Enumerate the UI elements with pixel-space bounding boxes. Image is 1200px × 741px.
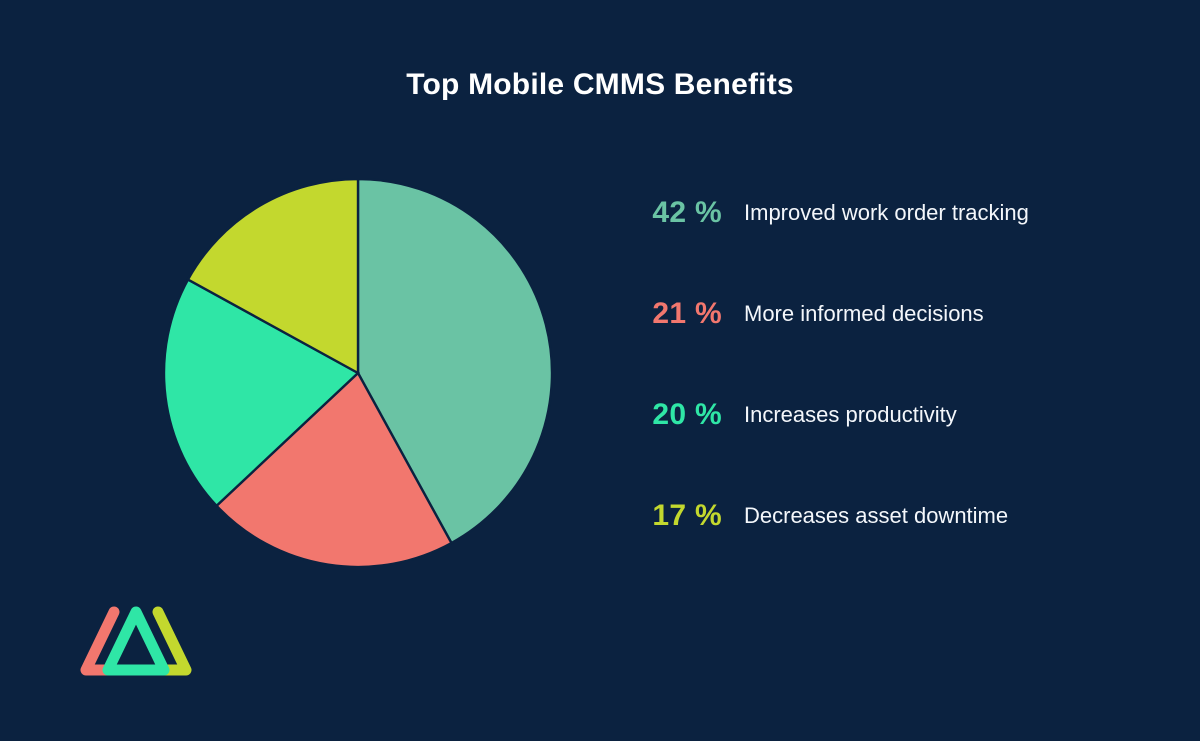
list-item[interactable]: 42 % Improved work order tracking <box>636 196 1156 297</box>
triangle-mark-icon <box>80 606 192 676</box>
page-title: Top Mobile CMMS Benefits <box>406 68 794 101</box>
pie-slice[interactable] <box>214 371 454 568</box>
list-item-label: Decreases asset downtime <box>744 503 1009 528</box>
status-badge: 20 % <box>652 398 722 431</box>
list-item-label: More informed decisions <box>744 301 984 326</box>
status-badge: 42 % <box>652 196 722 229</box>
logo-center-triangle-icon <box>102 606 170 676</box>
brand-logo-icon <box>74 598 198 682</box>
list-item[interactable]: 17 % Decreases asset downtime <box>636 499 1156 600</box>
list-item-label: Improved work order tracking <box>744 200 1029 225</box>
pie-slice[interactable] <box>163 277 361 508</box>
status-badge: 17 % <box>652 499 722 532</box>
pie-slice-group <box>163 178 553 568</box>
status-badge: 21 % <box>652 297 722 330</box>
list-item[interactable]: 20 % Increases productivity <box>636 398 1156 499</box>
legend: 42 % Improved work order tracking 21 % M… <box>636 196 1156 600</box>
list-item-label: Increases productivity <box>744 402 957 427</box>
pie-slice[interactable] <box>186 178 360 376</box>
pie-chart-svg <box>163 178 553 568</box>
pie-chart <box>163 178 553 568</box>
pie-slice[interactable] <box>356 178 553 545</box>
list-item[interactable]: 21 % More informed decisions <box>636 297 1156 398</box>
